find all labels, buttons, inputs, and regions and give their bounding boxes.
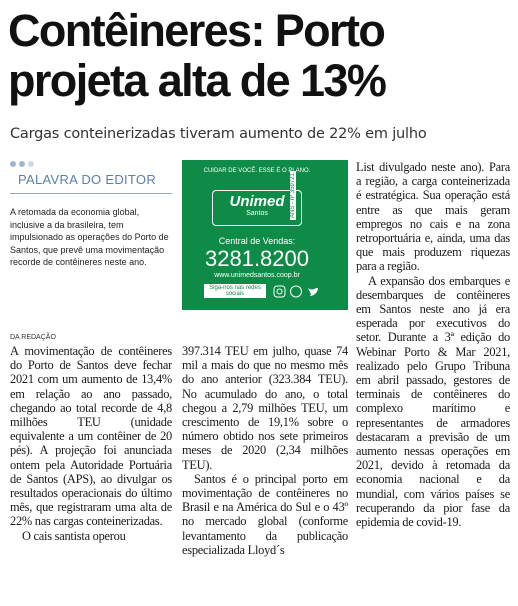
ad-city: Santos: [246, 210, 268, 217]
sidebar-text: A retomada da economia global, inclusive…: [10, 207, 169, 268]
ad-sales: Central de Vendas:: [218, 236, 296, 246]
ad-logo: Unimed Santos: [212, 190, 302, 226]
paragraph: 397.314 TEU em julho, quase 74 mil a mai…: [182, 344, 348, 472]
ad-social: Siga-nos nas redes sociais: [204, 284, 266, 298]
column: A movimentação de contêineres do Porto d…: [10, 344, 172, 598]
dots: [10, 161, 34, 167]
headline-line: Contêineres: Porto: [8, 5, 386, 56]
column: List divulgado neste ano). Para a região…: [356, 160, 510, 598]
headline: Contêineres: Porto projeta alta de 13%: [8, 5, 387, 106]
paragraph: A expansão dos embarques e desembarques …: [356, 273, 510, 530]
ad-brand: Unimed: [229, 193, 285, 210]
rule: [10, 193, 172, 194]
byline: DA REDAÇÃO: [10, 334, 56, 341]
ad-icons: [273, 285, 318, 298]
ad-ans: ANS - nº 359721: [290, 171, 296, 220]
paragraph: Santos é o principal porto em movimentaç…: [182, 471, 348, 557]
column: 397.314 TEU em julho, quase 74 mil a mai…: [182, 344, 348, 602]
advert: CUIDAR DE VOCÊ. ESSE É O PLANO. Unimed S…: [182, 160, 348, 310]
sidebar-label: PALAVRA DO EDITOR: [18, 172, 157, 187]
paragraph: List divulgado neste ano). Para a região…: [356, 160, 510, 274]
ad-slogan: CUIDAR DE VOCÊ. ESSE É O PLANO.: [203, 168, 311, 174]
paragraph: A movimentação de contêineres do Porto d…: [10, 344, 172, 529]
headline-line: projeta alta de 13%: [8, 55, 387, 106]
ad-phone: 3281.8200: [205, 246, 309, 271]
ad-url: www.unimedsantos.coop.br: [214, 272, 300, 279]
subtitle: Cargas conteinerizadas tiveram aumento d…: [10, 126, 427, 142]
paragraph: O cais santista operou: [22, 528, 126, 543]
